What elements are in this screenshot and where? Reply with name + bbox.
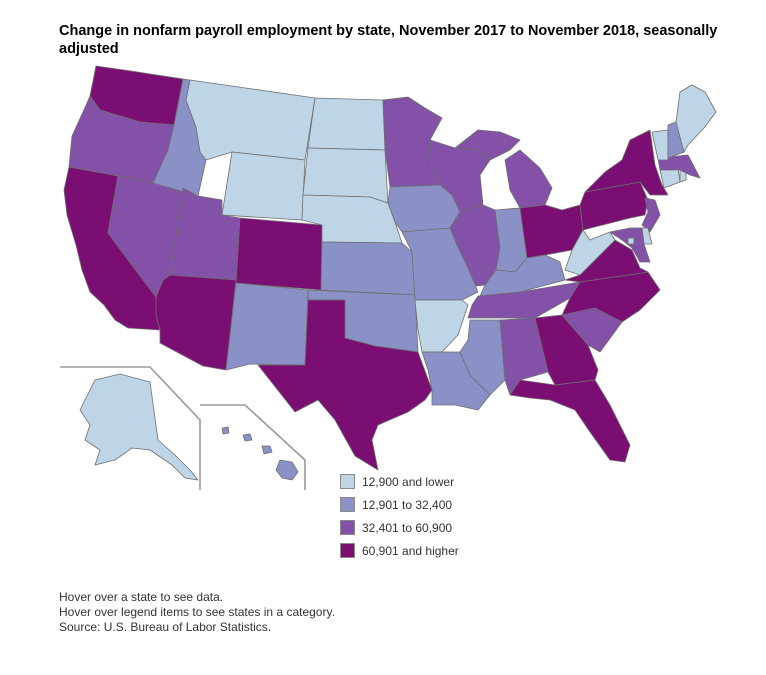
state-KS[interactable]	[320, 241, 416, 296]
state-HI-oahu[interactable]	[242, 433, 253, 442]
state-AR[interactable]	[414, 299, 469, 353]
legend-swatch	[340, 474, 355, 489]
state-WY[interactable]	[221, 151, 306, 221]
state-TX[interactable]	[257, 299, 433, 471]
state-CT[interactable]	[659, 167, 681, 189]
legend-label: 12,900 and lower	[362, 474, 455, 489]
state-SD[interactable]	[302, 147, 389, 204]
legend-swatch	[340, 497, 355, 512]
state-MI-lower[interactable]	[504, 149, 553, 209]
legend-item-midlow[interactable]: 12,901 to 32,400	[340, 493, 459, 516]
state-MA[interactable]	[657, 154, 701, 179]
state-NJ[interactable]	[641, 197, 661, 233]
legend-swatch	[340, 543, 355, 558]
state-HI-kauai[interactable]	[221, 426, 230, 435]
legend-swatch	[340, 520, 355, 535]
hover-legend-note: Hover over legend items to see states in…	[59, 605, 335, 619]
state-VT[interactable]	[651, 129, 669, 161]
state-MI[interactable]	[454, 129, 521, 161]
state-AK[interactable]	[79, 373, 199, 481]
legend-item-midhigh[interactable]: 32,401 to 60,900	[340, 516, 459, 539]
footnotes: Hover over a state to see data. Hover ov…	[59, 590, 335, 635]
state-ND[interactable]	[307, 97, 386, 151]
hawaii-inset-border	[200, 404, 306, 490]
state-LA[interactable]	[421, 351, 491, 411]
state-HI[interactable]	[275, 459, 299, 481]
state-TN[interactable]	[467, 281, 581, 319]
legend-label: 32,401 to 60,900	[362, 520, 453, 535]
state-DC[interactable]	[627, 237, 635, 245]
state-WV[interactable]	[564, 229, 616, 276]
chart-title: Change in nonfarm payroll employment by …	[59, 23, 718, 57]
state-MT[interactable]	[185, 79, 316, 161]
legend-label: 60,901 and higher	[362, 543, 459, 558]
hover-state-note: Hover over a state to see data.	[59, 590, 224, 604]
legend-label: 12,901 to 32,400	[362, 497, 453, 512]
state-NM[interactable]	[225, 282, 309, 371]
state-ME[interactable]	[675, 84, 717, 153]
legend: 12,900 and lower 12,901 to 32,400 32,401…	[340, 470, 459, 562]
legend-item-high[interactable]: 60,901 and higher	[340, 539, 459, 562]
state-KY[interactable]	[479, 254, 566, 297]
state-NY[interactable]	[584, 129, 669, 196]
state-CO[interactable]	[235, 217, 323, 291]
state-HI-maui[interactable]	[261, 445, 273, 455]
source-note: Source: U.S. Bureau of Labor Statistics.	[59, 620, 272, 634]
legend-item-low[interactable]: 12,900 and lower	[340, 470, 459, 493]
state-MD[interactable]	[609, 227, 651, 263]
alaska-inset-border	[60, 366, 201, 490]
state-FL[interactable]	[509, 379, 631, 463]
state-AZ[interactable]	[155, 274, 237, 371]
